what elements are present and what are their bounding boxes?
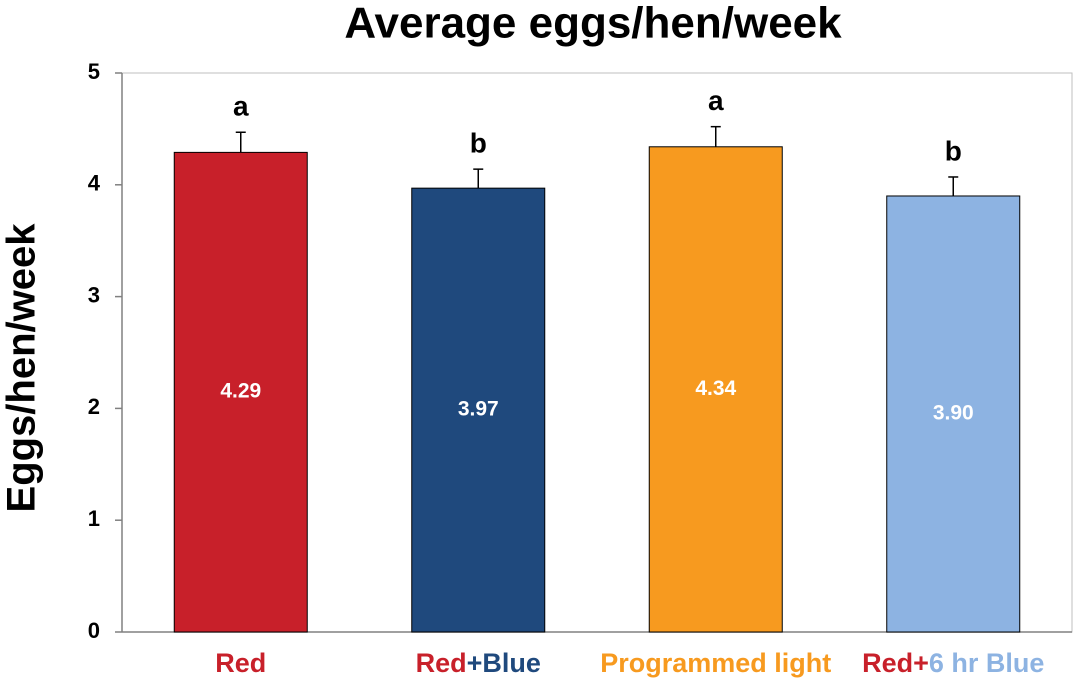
significance-letter: a [708, 85, 724, 116]
value-label: 4.29 [220, 380, 261, 403]
value-label: 4.34 [695, 377, 736, 400]
x-tick-label-part: Red [215, 648, 266, 678]
x-tick-label: Programmed light [600, 648, 831, 678]
significance-letter: b [470, 128, 487, 159]
y-tick-label: 4 [88, 171, 101, 196]
x-tick-label: Red+6 hr Blue [862, 648, 1044, 678]
chart-title: Average eggs/hen/week [344, 0, 842, 48]
x-tick-label-part: 6 hr Blue [929, 648, 1045, 678]
x-tick-label: Red+Blue [416, 648, 541, 678]
y-tick-label: 1 [88, 506, 100, 531]
x-tick-label-part: Programmed light [600, 648, 831, 678]
significance-letter: a [233, 91, 249, 122]
bar [173, 151, 308, 633]
x-tick-label: Red [215, 648, 266, 678]
value-label: 3.90 [933, 402, 974, 425]
y-tick-label: 3 [88, 282, 100, 307]
x-tick-label-part: +Blue [467, 648, 541, 678]
x-tick-label-part: Red+ [862, 648, 929, 678]
x-tick-label-part: Red [416, 648, 467, 678]
bar [886, 195, 1021, 633]
y-axis-label: Eggs/hen/week [0, 223, 44, 513]
bar [411, 187, 546, 633]
value-label: 3.97 [458, 398, 499, 421]
bar [648, 146, 783, 633]
significance-letter: b [945, 135, 962, 166]
y-tick-label: 5 [88, 59, 100, 84]
y-tick-label: 0 [88, 618, 100, 643]
y-tick-label: 2 [88, 394, 100, 419]
